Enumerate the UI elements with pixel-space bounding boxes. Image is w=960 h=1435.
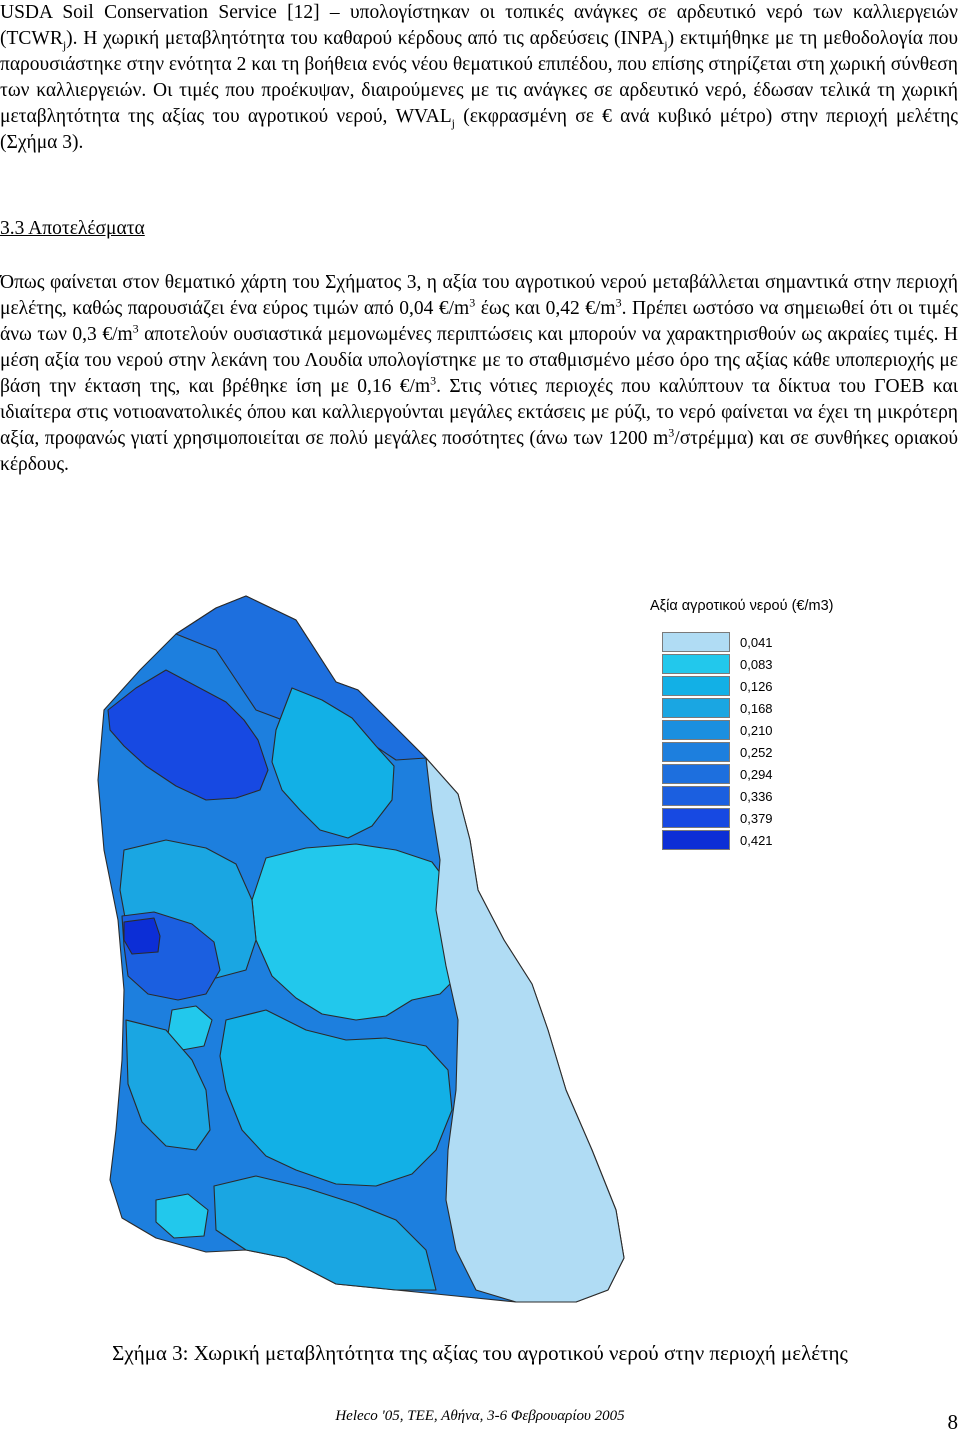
- map-region: [425, 757, 625, 1303]
- legend-label: 0,168: [740, 701, 773, 716]
- superscript: 3: [668, 425, 675, 440]
- figure-caption: Σχήμα 3: Χωρική μεταβλητότητα της αξίας …: [112, 1341, 848, 1365]
- text-run: ). Η χωρική μεταβλητότητα του καθαρού κέ…: [66, 28, 665, 49]
- subscript: j: [664, 37, 668, 52]
- legend-swatch: [662, 654, 730, 674]
- text-run: . Στις νότιες περιοχές που καλύπτουν τα …: [0, 376, 958, 449]
- legend-swatch: [662, 676, 730, 696]
- superscript: 3: [132, 321, 139, 336]
- legend-label: 0,252: [740, 745, 773, 760]
- map-region: [125, 1019, 211, 1151]
- legend-swatch: [662, 764, 730, 784]
- subscript: j: [451, 115, 455, 130]
- thematic-map: [97, 595, 625, 1303]
- legend-label: 0,379: [740, 811, 773, 826]
- legend-swatch: [662, 698, 730, 718]
- legend-label: 0,126: [740, 679, 773, 694]
- legend-label: 0,083: [740, 657, 773, 672]
- map-region: [251, 843, 473, 1021]
- legend-swatch: [662, 632, 730, 652]
- legend-swatch: [662, 720, 730, 740]
- paragraph-results: Όπως φαίνεται στον θεματικό χάρτη του Σχ…: [0, 270, 958, 478]
- map-region: [155, 1193, 209, 1239]
- thematic-map-figure: Αξία αγροτικού νερού (€/m3) 0,041 0,083 …: [96, 590, 960, 1320]
- map-region: [271, 687, 395, 839]
- text-run: Όπως φαίνεται στον θεματικό χάρτη του Σχ…: [0, 272, 958, 319]
- superscript: 3: [430, 373, 437, 388]
- map-region: [123, 917, 161, 955]
- superscript: 3: [469, 295, 476, 310]
- superscript: 3: [615, 295, 622, 310]
- legend-label: 0,421: [740, 833, 773, 848]
- text-run: /στρέμμα) και σε συνθήκες οριακού κέρδου…: [0, 428, 958, 475]
- text-run: . Πρέπει ωστόσο να σημειωθεί ότι οι τιμέ…: [0, 298, 959, 345]
- legend-label: 0,336: [740, 789, 773, 804]
- page-number: 8: [947, 1410, 959, 1434]
- map-region: [107, 669, 269, 801]
- map-region: [213, 1175, 437, 1291]
- map-legend: Αξία αγροτικού νερού (€/m3) 0,041 0,083 …: [650, 598, 856, 958]
- subscript: j: [62, 37, 67, 52]
- map-region: [219, 1009, 453, 1187]
- legend-swatch: [662, 786, 730, 806]
- legend-swatch: [662, 808, 730, 828]
- legend-label: 0,210: [740, 723, 773, 738]
- legend-title: Αξία αγροτικού νερού (€/m3): [650, 598, 834, 614]
- text-run: USDA Soil Conservation Service [12] – υπ…: [0, 2, 958, 49]
- text-run: αποτελούν ουσιαστικά μεμονωμένες περιπτώ…: [0, 324, 958, 397]
- legend-swatch: [662, 830, 730, 850]
- page-footer: Heleco '05, ΤΕΕ, Αθήνα, 3-6 Φεβρουαρίου …: [335, 1408, 625, 1424]
- section-heading: 3.3 Αποτελέσματα: [0, 218, 145, 239]
- text-run: έως και 0,42 €/m: [475, 298, 616, 319]
- legend-label: 0,294: [740, 767, 773, 782]
- text-run: (εκφρασμένη σε € ανά κυβικό μέτρο) στην …: [0, 106, 958, 153]
- paragraph-methodology: USDA Soil Conservation Service [12] – υπ…: [0, 0, 958, 156]
- legend-label: 0,041: [740, 635, 773, 650]
- legend-swatch: [662, 742, 730, 762]
- text-run: ) εκτιμήθηκε με τη μεθοδολογία που παρου…: [0, 28, 958, 127]
